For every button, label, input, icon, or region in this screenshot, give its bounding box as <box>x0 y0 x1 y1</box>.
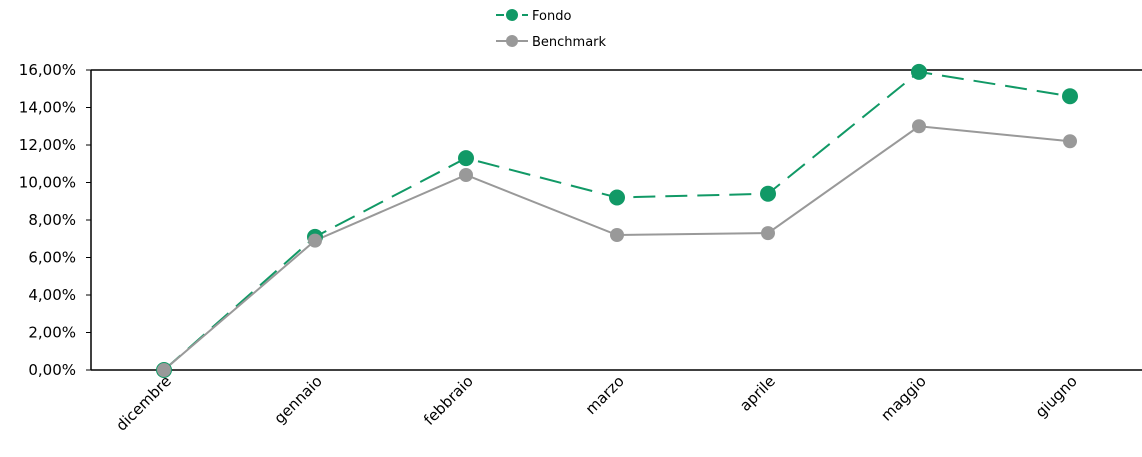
x-tick-label: marzo <box>582 372 628 418</box>
x-tick-label: giugno <box>1032 372 1081 421</box>
point-benchmark-marzo <box>610 228 624 242</box>
x-tick-labels: dicembre gennaio febbraio marzo aprile maggio… <box>112 372 1080 434</box>
legend-label-fondo: Fondo <box>532 9 571 24</box>
y-tick-label: 14,00% <box>19 99 76 117</box>
series-line-benchmark <box>163 125 1071 371</box>
point-fondo-marzo <box>609 189 625 206</box>
y-tick-label: 2,00% <box>28 324 76 342</box>
point-benchmark-aprile <box>761 226 775 241</box>
y-tick-label: 10,00% <box>19 174 76 192</box>
x-tick-label: febbraio <box>420 372 477 429</box>
point-benchmark-gennaio <box>308 233 322 248</box>
point-fondo-aprile <box>760 185 776 202</box>
y-tick-label: 0,00% <box>28 361 76 379</box>
y-tick-label: 12,00% <box>19 136 76 154</box>
y-tick-labels: 0,00% 2,00% 4,00% 6,00% 8,00% 10,00% 12,00% 14,… <box>19 61 91 379</box>
point-fondo-maggio <box>911 63 927 80</box>
point-fondo-febbraio <box>458 150 474 167</box>
legend-label-benchmark: Benchmark <box>532 35 607 50</box>
y-tick-label: 6,00% <box>28 249 76 267</box>
point-benchmark-giugno <box>1063 134 1077 149</box>
legend-marker-fondo <box>506 9 518 21</box>
y-tick-label: 4,00% <box>28 286 76 304</box>
point-benchmark-febbraio <box>459 168 473 182</box>
legend-item-fondo: Fondo <box>496 9 571 24</box>
legend: Fondo Benchmark <box>496 9 607 50</box>
point-fondo-giugno <box>1062 88 1078 105</box>
x-tick-label: maggio <box>877 372 929 424</box>
series-group <box>156 63 1078 378</box>
x-tick-label: aprile <box>736 372 779 415</box>
y-tick-label: 16,00% <box>19 61 76 79</box>
point-benchmark-maggio <box>912 119 926 134</box>
x-tick-label: gennaio <box>270 372 325 427</box>
axes <box>90 69 1142 371</box>
legend-marker-benchmark <box>506 35 518 47</box>
y-tick-label: 8,00% <box>28 211 76 229</box>
series-line-fondo <box>163 70 1071 371</box>
legend-item-benchmark: Benchmark <box>496 35 607 50</box>
x-tick-label: dicembre <box>112 372 174 434</box>
point-benchmark-dicembre <box>157 363 171 377</box>
